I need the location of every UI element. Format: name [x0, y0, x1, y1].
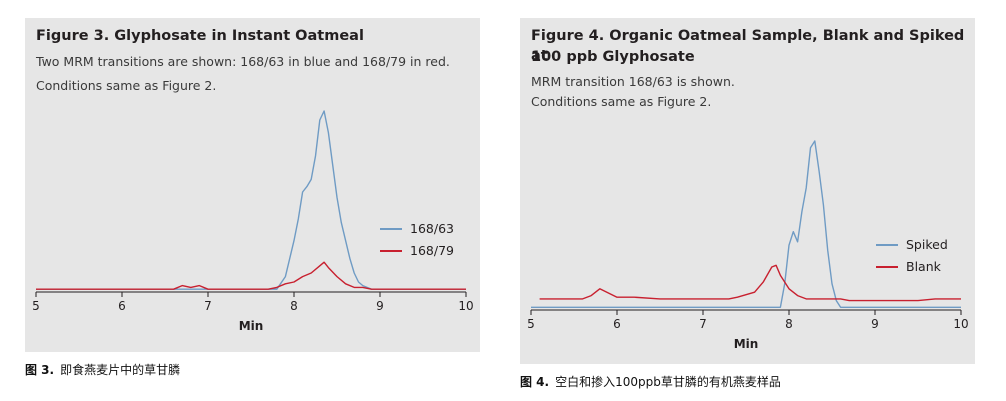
figure4-title-line1: Figure 4. Organic Oatmeal Sample, Blank … — [531, 28, 965, 64]
figure3-title: Figure 3. Glyphosate in Instant Oatmeal — [36, 28, 364, 44]
fig3-x-tick-label-5: 5 — [32, 299, 40, 313]
fig4-x-tick-label-8: 8 — [785, 317, 793, 331]
fig3-x-tick-label-8: 8 — [290, 299, 298, 313]
fig4-series-blank — [539, 264, 961, 302]
figure3-panel: Figure 3. Glyphosate in Instant Oatmeal … — [25, 18, 480, 352]
fig3-x-tick-label-7: 7 — [204, 299, 212, 313]
figure4-panel: Figure 4. Organic Oatmeal Sample, Blank … — [520, 18, 975, 364]
figure3-subtitle-line2: Conditions same as Figure 2. — [36, 78, 217, 93]
figure3-caption: 图 3. 即食燕麦片中的草甘膦 — [25, 361, 180, 378]
fig3-legend-label-1: 168/79 — [410, 243, 454, 258]
fig3-x-tick-label-10: 10 — [458, 299, 473, 313]
figure4-subtitle-line2: Conditions same as Figure 2. — [531, 94, 712, 109]
fig4-series-spiked — [531, 140, 961, 308]
fig3-x-tick-label-9: 9 — [376, 299, 384, 313]
fig4-x-tick-label-7: 7 — [699, 317, 707, 331]
fig3-series-168-63 — [36, 110, 466, 290]
fig3-x-tick-label-6: 6 — [118, 299, 126, 313]
fig3-legend-label-0: 168/63 — [410, 221, 454, 236]
figure3-chart: 5 6 7 8 9 10 Min 168/63 168/79 — [32, 110, 474, 333]
fig4-x-axis-label: Min — [734, 337, 759, 351]
figure4-chart: 5 6 7 8 9 10 Min Spiked Blank — [527, 140, 969, 351]
fig4-legend-label-0: Spiked — [906, 237, 948, 252]
figure4-subtitle-line1: MRM transition 168/63 is shown. — [531, 74, 735, 89]
figure4-caption-text: 空白和掺入100ppb草甘膦的有机燕麦样品 — [555, 375, 781, 389]
figure4-caption: 图 4. 空白和掺入100ppb草甘膦的有机燕麦样品 — [520, 373, 781, 390]
fig4-legend-label-1: Blank — [906, 259, 942, 274]
fig4-x-tick-label-5: 5 — [527, 317, 535, 331]
fig4-x-tick-label-9: 9 — [871, 317, 879, 331]
figure4-caption-label: 图 4. — [520, 375, 550, 389]
figure3-caption-label: 图 3. — [25, 363, 55, 377]
fig3-x-axis-label: Min — [239, 319, 264, 333]
fig3-series-168-79 — [36, 261, 466, 290]
figure4-title-line2: 100 ppb Glyphosate — [531, 49, 695, 65]
figure3-caption-text: 即食燕麦片中的草甘膦 — [60, 363, 181, 377]
fig4-x-tick-label-10: 10 — [953, 317, 968, 331]
figure3-subtitle-line1: Two MRM transitions are shown: 168/63 in… — [36, 54, 450, 69]
fig4-x-tick-label-6: 6 — [613, 317, 621, 331]
